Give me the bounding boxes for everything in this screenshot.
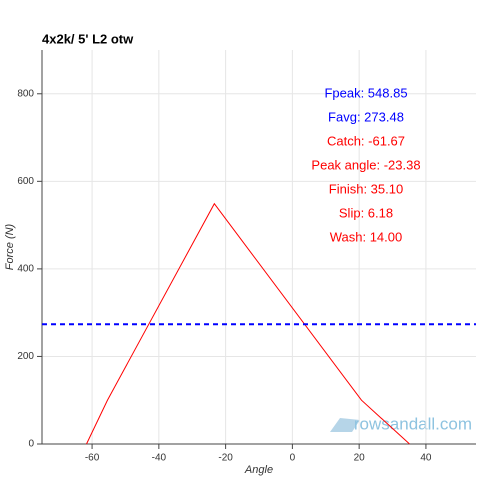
- x-tick-label: 40: [420, 453, 432, 464]
- y-axis-label: Force (N): [4, 223, 16, 270]
- annotation: Favg: 273.48: [328, 109, 404, 124]
- annotation: Catch: -61.67: [327, 133, 405, 148]
- y-tick-label: 0: [28, 439, 34, 450]
- chart-title: 4x2k/ 5' L2 otw: [42, 31, 134, 46]
- y-tick-label: 800: [17, 88, 34, 99]
- y-tick-label: 200: [17, 351, 34, 362]
- y-tick-label: 600: [17, 176, 34, 187]
- x-axis-label: Angle: [244, 464, 273, 476]
- x-tick-label: 0: [290, 453, 296, 464]
- x-tick-label: 20: [354, 453, 366, 464]
- annotation: Fpeak: 548.85: [324, 85, 407, 100]
- force-curve: [86, 202, 410, 445]
- annotation: Wash: 14.00: [330, 229, 403, 244]
- watermark: rowsandall.com: [354, 414, 472, 433]
- x-tick-label: -60: [85, 453, 100, 464]
- annotation: Peak angle: -23.38: [311, 157, 420, 172]
- watermark-logo: [330, 418, 360, 432]
- x-tick-label: -40: [152, 453, 167, 464]
- annotation: Finish: 35.10: [329, 181, 403, 196]
- y-tick-label: 400: [17, 264, 34, 275]
- annotation: Slip: 6.18: [339, 205, 393, 220]
- x-tick-label: -20: [218, 453, 233, 464]
